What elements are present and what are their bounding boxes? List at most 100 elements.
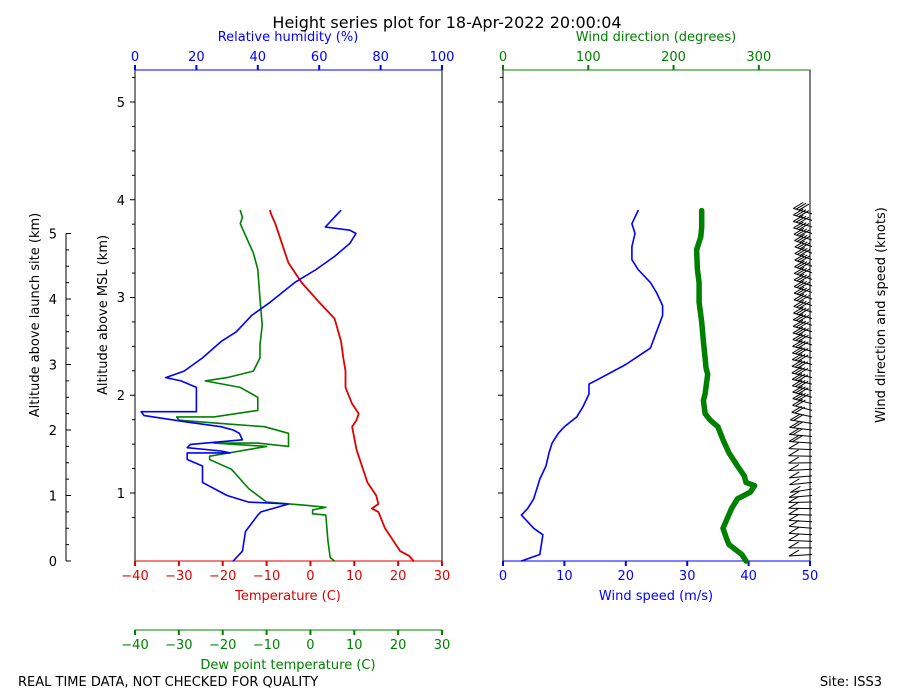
launch-altitude-tick-label: 1	[49, 490, 57, 505]
wind-barb-feather	[793, 414, 804, 421]
launch-altitude-tick-label: 2	[49, 424, 57, 439]
wind-barb-feather	[788, 507, 799, 515]
temperature-tick-label: −10	[253, 569, 280, 584]
wind-barb-feather	[788, 435, 800, 442]
wind-barb-feather	[794, 240, 806, 248]
wind-barb-feather	[793, 201, 804, 209]
wind-barb-feather	[793, 208, 804, 216]
wind-barb-feather	[792, 313, 804, 321]
wind-speed-tick-label: 20	[618, 569, 635, 584]
wind-barb	[792, 359, 813, 365]
wind-barb-feather	[792, 326, 804, 334]
temperature-tick-label: −30	[165, 569, 192, 584]
msl-altitude-tick-label: 4	[117, 194, 125, 209]
wind-direction-axis-label: Wind direction (degrees)	[576, 30, 736, 45]
wind-barb-feather	[798, 341, 809, 349]
wind-barb-feather	[788, 464, 800, 471]
wind-barb-feather	[797, 254, 808, 262]
wind-barb-feather	[797, 248, 808, 255]
wind-barb	[790, 488, 813, 493]
wind-barb-feather	[789, 420, 800, 428]
right-panel-frame	[502, 69, 811, 562]
wind-barb-feather	[794, 234, 805, 241]
wind-barb	[788, 448, 813, 451]
msl-altitude-tick-label: 1	[117, 487, 125, 502]
footer-quality-note: REAL TIME DATA, NOT CHECKED FOR QUALITY	[18, 675, 318, 690]
wind-barbs	[788, 201, 813, 557]
dewpoint-series-line	[175, 209, 336, 562]
wind-barb-feather	[788, 496, 799, 503]
wind-barb-feather	[788, 491, 800, 498]
wind-barb-feather	[788, 541, 799, 549]
wind-direction-series-line	[693, 207, 758, 564]
wind-barb-feather	[798, 387, 809, 395]
wind-barb	[788, 513, 813, 516]
wind-barb-feather	[793, 273, 805, 281]
wind-barb	[789, 495, 813, 498]
wind-barb-feather	[788, 427, 800, 435]
wind-barb-feather	[788, 449, 799, 457]
wind-direction-tick-label: 200	[661, 50, 686, 65]
wind-barb-feather	[799, 235, 811, 243]
wind-barb-feather	[799, 262, 810, 270]
humidity-tick-label: 100	[430, 50, 455, 65]
wind-speed-series-line	[520, 209, 664, 562]
launch-altitude-tick-label: 3	[49, 359, 57, 374]
wind-barb	[788, 553, 813, 557]
wind-barb-feather	[788, 549, 800, 557]
wind-barb-feather	[794, 253, 805, 261]
left-panel-frame	[134, 69, 443, 562]
dewpoint-tick-label: 10	[346, 638, 363, 653]
temperature-tick-label: −40	[121, 569, 148, 584]
wind-barb-feather	[792, 385, 803, 393]
wind-barb-feather	[788, 442, 800, 450]
wind-barb-feather	[798, 328, 809, 336]
wind-barb	[788, 519, 813, 523]
wind-barb-feather	[792, 435, 803, 443]
wind-barb-feather	[788, 526, 800, 534]
wind-barb-feather	[796, 294, 807, 302]
temperature-axis-label: Temperature (C)	[234, 589, 341, 604]
wind-barb-feather	[799, 275, 810, 283]
wind-barb-feather	[795, 222, 807, 230]
wind-barb-feather	[789, 478, 800, 486]
temperature-tick-label: 30	[434, 569, 451, 584]
wind-barb-feather	[796, 274, 808, 282]
wind-barb-feather	[798, 223, 810, 231]
wind-barb-feather	[788, 501, 799, 509]
wind-barb-feather	[793, 306, 804, 314]
humidity-tick-label: 0	[131, 50, 139, 65]
dewpoint-tick-label: 0	[306, 638, 314, 653]
wind-barb-feather	[795, 340, 806, 348]
humidity-tick-label: 60	[311, 50, 328, 65]
wind-barb-feather	[790, 413, 801, 421]
wind-barb	[788, 539, 813, 542]
wind-speed-tick-label: 10	[556, 569, 573, 584]
wind-speed-tick-label: 30	[679, 569, 696, 584]
wind-barb-feather	[793, 267, 805, 274]
dewpoint-axis-label: Dew point temperature (C)	[200, 658, 375, 673]
wind-barb-feather	[799, 268, 810, 276]
wind-barb-feather	[798, 314, 810, 322]
wind-barb-feather	[791, 372, 803, 380]
wind-barb-feather	[796, 267, 808, 275]
wind-barb-feather	[799, 248, 811, 256]
wind-barb-feather	[793, 300, 804, 307]
wind-barb-feather	[795, 215, 807, 223]
dewpoint-tick-label: −20	[209, 638, 236, 653]
wind-barb-feather	[796, 228, 807, 236]
wind-barb-feather	[799, 281, 810, 289]
wind-speed-tick-label: 50	[802, 569, 819, 584]
launch-altitude-axis-label: Altitude above launch site (km)	[28, 213, 43, 417]
msl-altitude-tick-label: 2	[117, 389, 125, 404]
wind-barb-feather	[795, 320, 807, 328]
wind-barb-feather	[795, 386, 806, 394]
wind-barb-feather	[790, 486, 801, 493]
wind-barb-feather	[792, 333, 803, 341]
wind-barb-feather	[796, 281, 808, 288]
humidity-tick-label: 20	[188, 50, 205, 65]
wind-barb-feather	[794, 247, 806, 254]
wind-barb-feather	[796, 287, 808, 295]
humidity-series-line	[140, 209, 357, 562]
